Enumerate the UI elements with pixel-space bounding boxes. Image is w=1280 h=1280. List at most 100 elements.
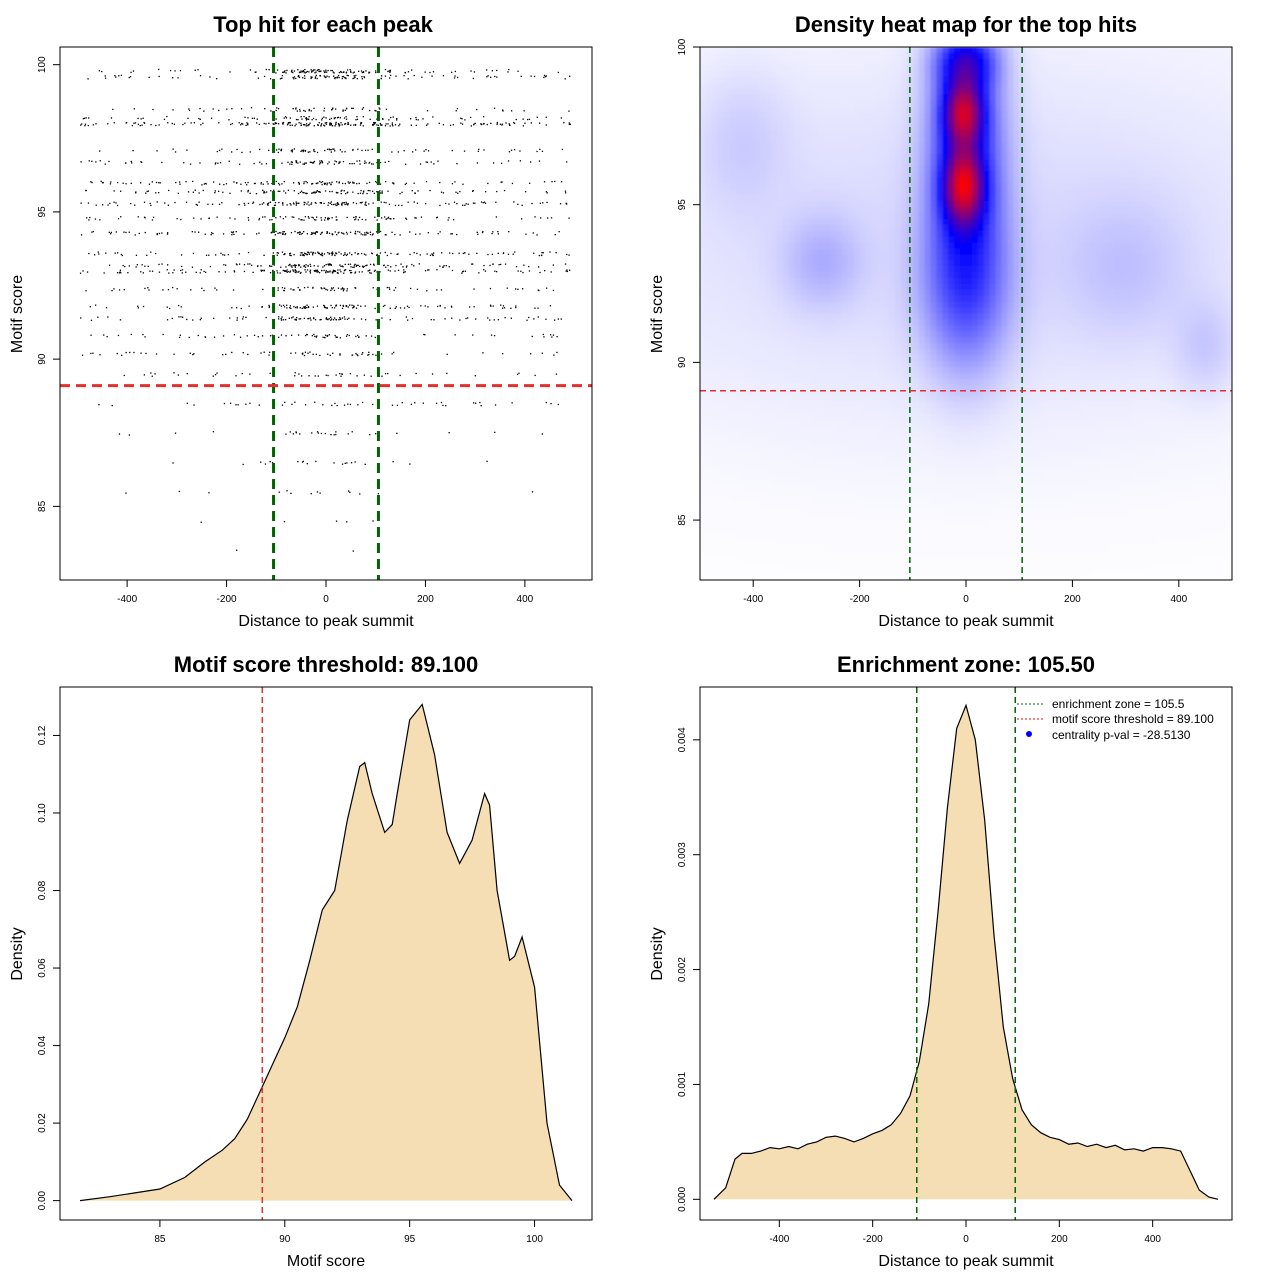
heatmap-cell xyxy=(812,212,819,220)
heatmap-cell xyxy=(1172,189,1180,196)
scatter-point xyxy=(287,123,289,125)
scatter-point xyxy=(365,254,367,256)
scatter-point xyxy=(357,404,359,406)
heatmap-cell xyxy=(1078,135,1085,143)
heatmap-cell xyxy=(883,147,890,155)
scatter-point xyxy=(176,288,178,290)
heatmap-cell xyxy=(1113,159,1121,167)
scatter-point xyxy=(368,203,370,205)
heatmap-cell xyxy=(1036,177,1044,184)
heatmap-cell xyxy=(1072,141,1079,149)
heatmap-cell xyxy=(700,123,707,131)
heatmap-cell xyxy=(1054,70,1062,78)
scatter-point xyxy=(565,192,567,194)
heatmap-cell xyxy=(741,153,748,161)
scatter-point xyxy=(415,233,417,235)
scatter-point xyxy=(293,78,295,80)
heatmap-cell xyxy=(1013,135,1020,143)
heatmap-cell xyxy=(1025,153,1032,161)
heatmap-cell xyxy=(942,88,949,95)
scatter-point xyxy=(203,270,205,273)
heatmap-cell xyxy=(1054,52,1062,60)
scatter-point xyxy=(478,272,480,274)
scatter-point xyxy=(171,122,173,125)
heatmap-cell xyxy=(853,189,861,196)
scatter-point xyxy=(266,191,268,193)
heatmap-cell xyxy=(989,129,997,137)
scatter-point xyxy=(94,254,96,256)
scatter-point xyxy=(283,117,285,119)
heatmap-cell xyxy=(794,123,802,131)
scatter-point xyxy=(287,189,289,191)
heatmap-cell xyxy=(954,76,961,84)
heatmap-cell xyxy=(1072,206,1079,214)
scatter-point xyxy=(319,160,321,162)
heatmap-cell xyxy=(1084,171,1091,178)
heatmap-cell xyxy=(871,135,878,143)
scatter-point xyxy=(312,287,314,289)
heatmap-cell xyxy=(812,123,819,131)
scatter-point xyxy=(384,216,386,218)
heatmap-cell xyxy=(895,58,902,66)
scatter-point xyxy=(305,123,308,125)
scatter-point xyxy=(297,75,300,77)
heatmap-cell xyxy=(729,159,737,167)
heatmap-cell xyxy=(847,52,855,60)
heatmap-cell xyxy=(700,189,707,196)
heatmap-cell xyxy=(942,118,949,125)
heatmap-cell xyxy=(782,112,790,119)
heatmap-cell xyxy=(971,118,979,125)
heatmap-cell xyxy=(1184,141,1192,149)
heatmap-cell xyxy=(877,52,884,60)
heatmap-cell xyxy=(895,147,902,155)
scatter-point xyxy=(202,189,204,192)
scatter-point xyxy=(189,163,192,165)
heatmap-cell xyxy=(800,189,807,196)
scatter-point xyxy=(297,119,299,121)
heatmap-cell xyxy=(1172,88,1180,95)
scatter-point xyxy=(323,305,326,307)
scatter-point xyxy=(356,264,358,266)
heatmap-cell xyxy=(794,112,802,119)
heatmap-cell xyxy=(1107,112,1115,119)
heatmap-cell xyxy=(1125,58,1133,66)
scatter-point xyxy=(244,204,246,206)
scatter-point xyxy=(258,404,260,406)
scatter-point xyxy=(188,336,190,339)
scatter-point xyxy=(344,77,346,79)
heatmap-cell xyxy=(1025,94,1032,101)
heatmap-cell xyxy=(971,129,979,137)
heatmap-cell xyxy=(835,47,843,54)
heatmap-cell xyxy=(700,70,707,78)
heatmap-cell xyxy=(806,47,813,54)
scatter-point xyxy=(356,118,359,120)
heatmap-cell xyxy=(936,88,943,95)
heatmap-cell xyxy=(883,64,890,72)
heatmap-cell xyxy=(765,94,772,101)
scatter-point xyxy=(541,352,543,354)
scatter-point xyxy=(240,124,242,126)
scatter-point xyxy=(522,288,524,290)
heatmap-cell xyxy=(853,88,861,95)
scatter-point xyxy=(319,202,321,204)
scatter-point xyxy=(340,190,342,192)
heatmap-cell xyxy=(1208,129,1215,137)
scatter-point xyxy=(305,192,307,195)
heatmap-cell xyxy=(824,159,831,167)
scatter-point xyxy=(139,125,141,127)
scatter-point xyxy=(320,125,322,127)
heatmap-cell xyxy=(912,147,920,155)
scatter-point xyxy=(566,203,568,205)
heatmap-cell xyxy=(1155,141,1162,149)
heatmap-cell xyxy=(1214,100,1221,107)
scatter-point xyxy=(359,493,361,495)
scatter-point xyxy=(325,264,327,266)
heatmap-cell xyxy=(1113,82,1121,90)
heatmap-cell xyxy=(853,106,861,113)
heatmap-cell xyxy=(776,94,784,101)
scatter-point xyxy=(502,305,505,307)
heatmap-cell xyxy=(1054,47,1062,54)
heatmap-cell xyxy=(1007,64,1014,72)
heatmap-cell xyxy=(977,76,985,84)
scatter-point xyxy=(368,162,370,164)
